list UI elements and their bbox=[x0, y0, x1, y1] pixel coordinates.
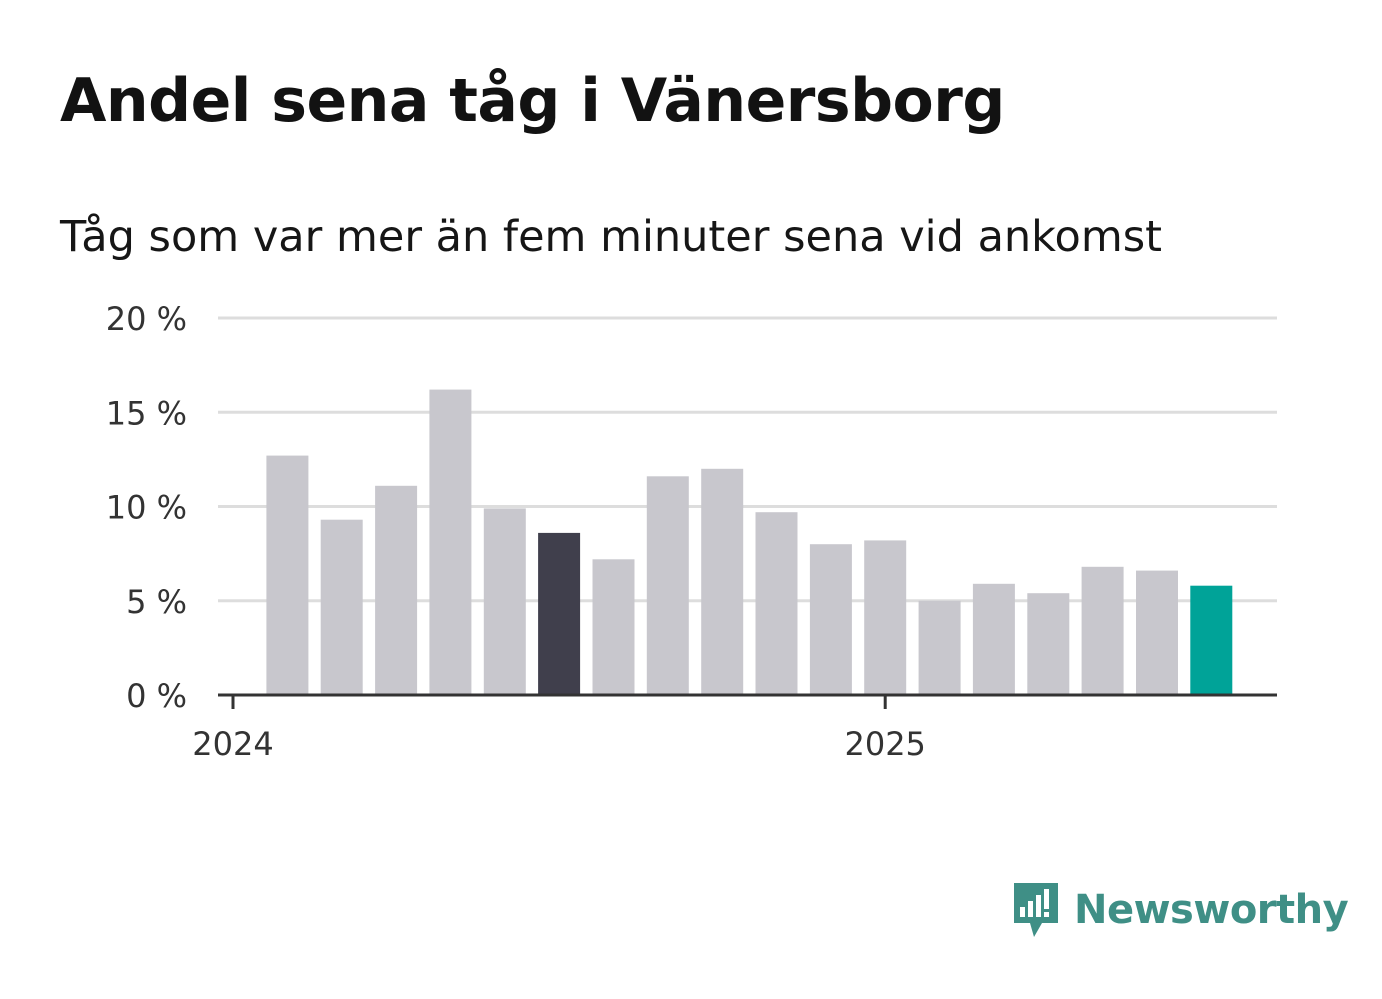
bar-2024-02 bbox=[266, 455, 309, 695]
brand-logo: Newsworthy bbox=[1010, 878, 1349, 942]
chart-title: Andel sena tåg i Vänersborg bbox=[60, 66, 1005, 136]
bar-2024-10 bbox=[701, 468, 744, 695]
bar-2025-02 bbox=[918, 600, 961, 696]
y-tick-label: 15 % bbox=[106, 394, 187, 432]
chart-subtitle: Tåg som var mer än fem minuter sena vid … bbox=[60, 212, 1163, 262]
bar-2025-06 bbox=[1136, 570, 1178, 695]
bars bbox=[266, 389, 1233, 696]
bar-2024-09 bbox=[646, 476, 689, 695]
bar-2024-07 bbox=[538, 532, 581, 695]
bar-2024-12 bbox=[809, 544, 852, 695]
brand-name: Newsworthy bbox=[1074, 887, 1349, 933]
bar-2024-05 bbox=[429, 389, 472, 695]
y-tick-label: 0 % bbox=[126, 677, 187, 715]
bar-2025-07 bbox=[1190, 585, 1233, 695]
bar-2025-03 bbox=[972, 583, 1015, 695]
y-tick-label: 5 % bbox=[126, 583, 187, 621]
newsworthy-bar-chart-speech-bubble-icon bbox=[1014, 883, 1058, 937]
bar-2024-03 bbox=[320, 519, 363, 695]
bar-2025-05 bbox=[1081, 566, 1124, 695]
bar-2024-11 bbox=[755, 512, 798, 695]
bar-2024-06 bbox=[483, 508, 526, 695]
bar-2025-04 bbox=[1027, 593, 1070, 695]
bar-2024-04 bbox=[375, 485, 418, 695]
axes: 0 % 5 % 10 % 15 % 20 % 2024 2025 bbox=[106, 300, 1277, 763]
bar-2024-08 bbox=[592, 559, 635, 695]
y-tick-label: 20 % bbox=[106, 300, 187, 338]
x-tick-label: 2024 bbox=[192, 725, 273, 763]
bar-2025-01 bbox=[864, 540, 907, 695]
x-tick-label: 2025 bbox=[844, 725, 925, 763]
y-tick-label: 10 % bbox=[106, 489, 187, 527]
